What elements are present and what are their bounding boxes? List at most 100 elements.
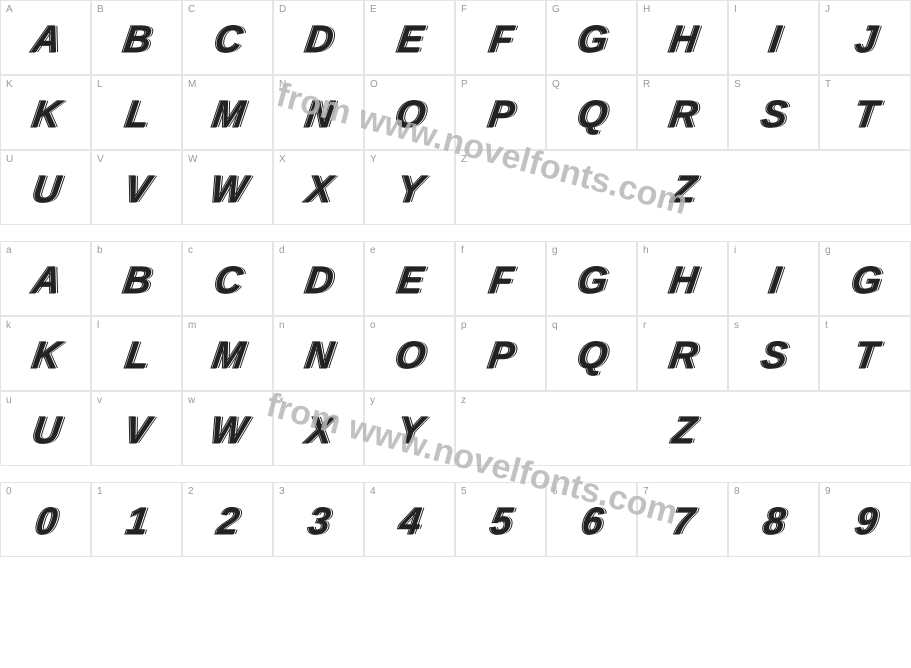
glyph-cell[interactable]: nN — [273, 316, 364, 391]
glyph-cell[interactable]: zZ — [455, 391, 911, 466]
glyph-cell[interactable]: KK — [0, 75, 91, 150]
glyph-cell[interactable]: 44 — [364, 482, 455, 557]
glyph-cell[interactable]: vV — [91, 391, 182, 466]
glyph-cell[interactable]: pP — [455, 316, 546, 391]
glyph-cell[interactable]: kK — [0, 316, 91, 391]
glyph: 9 — [852, 501, 878, 544]
cell-label: m — [188, 320, 196, 331]
cell-label: a — [6, 245, 12, 256]
glyph-cell[interactable]: 00 — [0, 482, 91, 557]
glyph: D — [302, 260, 334, 303]
glyph-cell[interactable]: VV — [91, 150, 182, 225]
glyph-cell[interactable]: FF — [455, 0, 546, 75]
cell-label: e — [370, 245, 376, 256]
cell-label: D — [279, 4, 286, 15]
glyph-cell[interactable]: aA — [0, 241, 91, 316]
glyph-cell[interactable]: sS — [728, 316, 819, 391]
glyph-cell[interactable]: xX — [273, 391, 364, 466]
cell-label: k — [6, 320, 11, 331]
glyph-cell[interactable]: EE — [364, 0, 455, 75]
cell-label: C — [188, 4, 195, 15]
glyph-cell[interactable]: OO — [364, 75, 455, 150]
glyph: A — [29, 19, 61, 62]
glyph-cell[interactable]: 33 — [273, 482, 364, 557]
glyph-cell[interactable]: 99 — [819, 482, 911, 557]
glyph-cell[interactable]: TT — [819, 75, 911, 150]
cell-label: l — [97, 320, 99, 331]
glyph-cell[interactable]: uU — [0, 391, 91, 466]
glyph-cell[interactable]: RR — [637, 75, 728, 150]
glyph-cell[interactable]: eE — [364, 241, 455, 316]
glyph-cell[interactable]: JJ — [819, 0, 911, 75]
glyph-cell[interactable]: 11 — [91, 482, 182, 557]
glyph-cell[interactable]: mM — [182, 316, 273, 391]
glyph-cell[interactable]: BB — [91, 0, 182, 75]
glyph-cell[interactable]: HH — [637, 0, 728, 75]
glyph: R — [666, 335, 698, 378]
cell-label: Q — [552, 79, 560, 90]
cell-label: A — [6, 4, 13, 15]
glyph: Q — [574, 335, 609, 378]
glyph-cell[interactable]: qQ — [546, 316, 637, 391]
glyph-cell[interactable]: rR — [637, 316, 728, 391]
glyph-cell[interactable]: MM — [182, 75, 273, 150]
glyph-cell[interactable]: gG — [819, 241, 911, 316]
glyph-cell[interactable]: lL — [91, 316, 182, 391]
cell-label: V — [97, 154, 104, 165]
glyph-cell[interactable]: WW — [182, 150, 273, 225]
charmap-row: aAbBcCdDeEfFgGhHiIgG — [0, 241, 911, 316]
glyph-cell[interactable]: AA — [0, 0, 91, 75]
cell-label: S — [734, 79, 741, 90]
glyph: A — [29, 260, 61, 303]
glyph: N — [302, 335, 334, 378]
glyph-cell[interactable]: yY — [364, 391, 455, 466]
glyph-cell[interactable]: gG — [546, 241, 637, 316]
glyph-cell[interactable]: oO — [364, 316, 455, 391]
glyph-cell[interactable]: II — [728, 0, 819, 75]
glyph-cell[interactable]: 22 — [182, 482, 273, 557]
glyph: 3 — [305, 501, 331, 544]
glyph-cell[interactable]: YY — [364, 150, 455, 225]
glyph-cell[interactable]: NN — [273, 75, 364, 150]
glyph-cell[interactable]: hH — [637, 241, 728, 316]
glyph-cell[interactable]: wW — [182, 391, 273, 466]
glyph: S — [758, 335, 788, 378]
glyph-cell[interactable]: iI — [728, 241, 819, 316]
cell-label: s — [734, 320, 739, 331]
glyph: J — [852, 19, 878, 62]
glyph-cell[interactable]: 88 — [728, 482, 819, 557]
glyph: 8 — [760, 501, 786, 544]
glyph-cell[interactable]: 77 — [637, 482, 728, 557]
glyph-cell[interactable]: DD — [273, 0, 364, 75]
glyph-cell[interactable]: bB — [91, 241, 182, 316]
glyph-cell[interactable]: LL — [91, 75, 182, 150]
glyph: O — [392, 335, 427, 378]
glyph-cell[interactable]: XX — [273, 150, 364, 225]
glyph-cell[interactable]: UU — [0, 150, 91, 225]
glyph-cell[interactable]: cC — [182, 241, 273, 316]
glyph: U — [29, 410, 61, 453]
cell-label: N — [279, 79, 286, 90]
glyph-cell[interactable]: fF — [455, 241, 546, 316]
glyph-cell[interactable]: dD — [273, 241, 364, 316]
charmap-row: kKlLmMnNoOpPqQrRsStT — [0, 316, 911, 391]
cell-label: E — [370, 4, 377, 15]
glyph: G — [574, 260, 609, 303]
glyph-cell[interactable]: ZZ — [455, 150, 911, 225]
glyph-cell[interactable]: SS — [728, 75, 819, 150]
glyph-cell[interactable]: CC — [182, 0, 273, 75]
glyph-cell[interactable]: QQ — [546, 75, 637, 150]
cell-label: W — [188, 154, 197, 165]
glyph-cell[interactable]: 66 — [546, 482, 637, 557]
cell-label: q — [552, 320, 558, 331]
glyph-cell[interactable]: GG — [546, 0, 637, 75]
glyph: X — [303, 169, 333, 212]
glyph: N — [302, 94, 334, 137]
glyph: P — [485, 94, 515, 137]
glyph: Y — [394, 169, 424, 212]
glyph-cell[interactable]: 55 — [455, 482, 546, 557]
glyph-cell[interactable]: PP — [455, 75, 546, 150]
glyph-cell[interactable]: tT — [819, 316, 911, 391]
cell-label: g — [552, 245, 558, 256]
charmap-row: 00112233445566778899 — [0, 482, 911, 557]
